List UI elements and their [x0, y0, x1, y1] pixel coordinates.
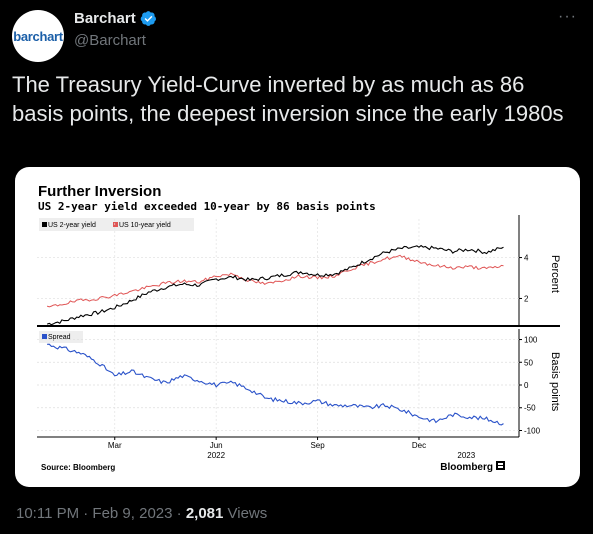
top-y-axis-label: Percent: [549, 255, 561, 293]
chart-subtitle: US 2-year yield exceeded 10-year by 86 b…: [38, 200, 376, 213]
legend-10y-swatch: [113, 222, 118, 227]
author-handle[interactable]: @Barchart: [74, 32, 146, 49]
bottom-y-tick-label: 100: [524, 336, 538, 345]
avatar-logo-text: barchart: [13, 28, 63, 44]
x-year-label: 2022: [207, 451, 225, 460]
x-tick-label: Dec: [412, 441, 426, 450]
views-label: Views: [223, 505, 268, 522]
tweet-image-card[interactable]: Further Inversion US 2-year yield exceed…: [15, 167, 580, 487]
x-tick-label: Jun: [210, 441, 223, 450]
bottom-y-tick-label: -100: [524, 426, 541, 435]
yield-curve-chart: Further Inversion US 2-year yield exceed…: [37, 183, 561, 473]
views-count: 2,081: [185, 505, 224, 522]
chart-title: Further Inversion: [38, 183, 161, 200]
x-year-label: 2023: [457, 451, 475, 460]
x-tick-label: Mar: [108, 441, 122, 450]
bloomberg-logo-icon: [496, 461, 505, 470]
avatar[interactable]: barchart: [12, 10, 64, 62]
series-line-2y: [46, 244, 504, 326]
series-line-spread: [47, 343, 504, 426]
tweet-text: The Treasury Yield-Curve inverted by as …: [12, 72, 564, 126]
author-name-row[interactable]: Barchart: [74, 10, 157, 27]
bottom-y-tick-label: 50: [524, 358, 533, 367]
bottom-y-tick-label: -50: [524, 404, 536, 413]
legend-10y-label: US 10-year yield: [119, 222, 171, 229]
top-y-tick-label: 2: [524, 294, 529, 303]
legend-2y-swatch: [42, 222, 47, 227]
bottom-legend-box: [39, 331, 83, 343]
more-options-icon[interactable]: ···: [558, 8, 577, 25]
verified-badge-icon: [140, 11, 156, 26]
bottom-y-axis-label: Basis points: [549, 352, 561, 412]
x-tick-label: Sep: [310, 441, 325, 450]
bottom-y-tick-label: 0: [524, 381, 529, 390]
legend-spread-swatch: [42, 334, 47, 339]
timestamp[interactable]: 10:11 PM · Feb 9, 2023 ·: [16, 505, 186, 522]
legend-2y-label: US 2-year yield: [48, 222, 96, 229]
author-name[interactable]: Barchart: [74, 10, 136, 27]
chart-source: Source: Bloomberg: [41, 463, 115, 472]
bloomberg-brand: Bloomberg: [440, 462, 493, 473]
legend-spread-label: Spread: [48, 334, 71, 341]
tweet-meta: 10:11 PM · Feb 9, 2023 · 2,081 Views: [16, 505, 267, 522]
top-y-tick-label: 4: [524, 254, 529, 263]
series-line-10y: [46, 254, 504, 308]
